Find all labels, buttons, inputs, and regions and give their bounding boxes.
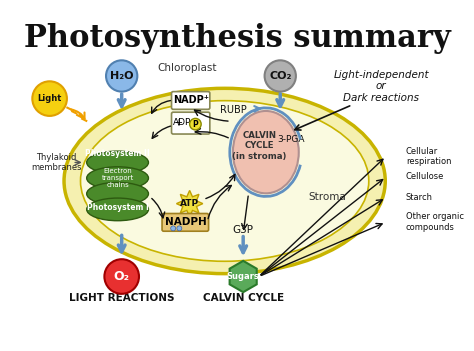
Text: Stroma: Stroma <box>309 192 346 203</box>
Text: H₂O: H₂O <box>110 71 134 81</box>
FancyBboxPatch shape <box>172 112 210 134</box>
Text: Cellulose: Cellulose <box>406 172 444 181</box>
Text: Photosynthesis summary: Photosynthesis summary <box>24 24 450 54</box>
Text: P: P <box>192 120 198 129</box>
Text: NADPH: NADPH <box>164 217 206 227</box>
Text: Cellular
respiration: Cellular respiration <box>406 147 451 166</box>
Text: NADP⁺: NADP⁺ <box>173 95 209 105</box>
Text: Other organic
compounds: Other organic compounds <box>406 212 464 232</box>
Text: LIGHT REACTIONS: LIGHT REACTIONS <box>69 293 174 303</box>
Circle shape <box>264 60 296 92</box>
Text: Thylakoid
membranes: Thylakoid membranes <box>31 153 82 172</box>
Text: Light-independent
or
Dark reactions: Light-independent or Dark reactions <box>333 69 429 103</box>
Text: CALVIN
CYCLE
(in stroma): CALVIN CYCLE (in stroma) <box>232 131 287 161</box>
Polygon shape <box>229 261 257 292</box>
Text: Photosystem II: Photosystem II <box>85 149 150 158</box>
Circle shape <box>32 81 67 116</box>
Text: Electron
transport
chains: Electron transport chains <box>101 168 134 188</box>
Text: G3P: G3P <box>233 225 254 234</box>
Text: O₂: O₂ <box>114 270 130 283</box>
Text: ATP: ATP <box>180 199 199 208</box>
Ellipse shape <box>233 111 299 193</box>
Ellipse shape <box>87 151 148 174</box>
Text: CALVIN CYCLE: CALVIN CYCLE <box>202 293 284 303</box>
Ellipse shape <box>64 88 385 274</box>
FancyBboxPatch shape <box>172 92 210 109</box>
Circle shape <box>171 226 176 231</box>
Text: Chloroplast: Chloroplast <box>158 63 218 73</box>
Text: +: + <box>173 118 182 128</box>
Circle shape <box>104 259 139 294</box>
Text: Light: Light <box>37 94 62 103</box>
Circle shape <box>106 60 137 92</box>
Text: RUBP: RUBP <box>220 105 247 115</box>
Text: Starch: Starch <box>406 193 433 202</box>
Text: ADP: ADP <box>173 118 191 127</box>
Text: 3-PGA: 3-PGA <box>277 135 304 144</box>
Text: CO₂: CO₂ <box>269 71 292 81</box>
Circle shape <box>190 118 201 130</box>
Text: Sugars: Sugars <box>227 272 260 281</box>
Ellipse shape <box>87 198 148 221</box>
Polygon shape <box>176 191 203 217</box>
Ellipse shape <box>81 101 369 261</box>
FancyBboxPatch shape <box>162 213 209 231</box>
Ellipse shape <box>87 183 148 205</box>
Circle shape <box>177 226 182 231</box>
Ellipse shape <box>87 167 148 190</box>
Text: Photosystem I: Photosystem I <box>87 203 148 212</box>
